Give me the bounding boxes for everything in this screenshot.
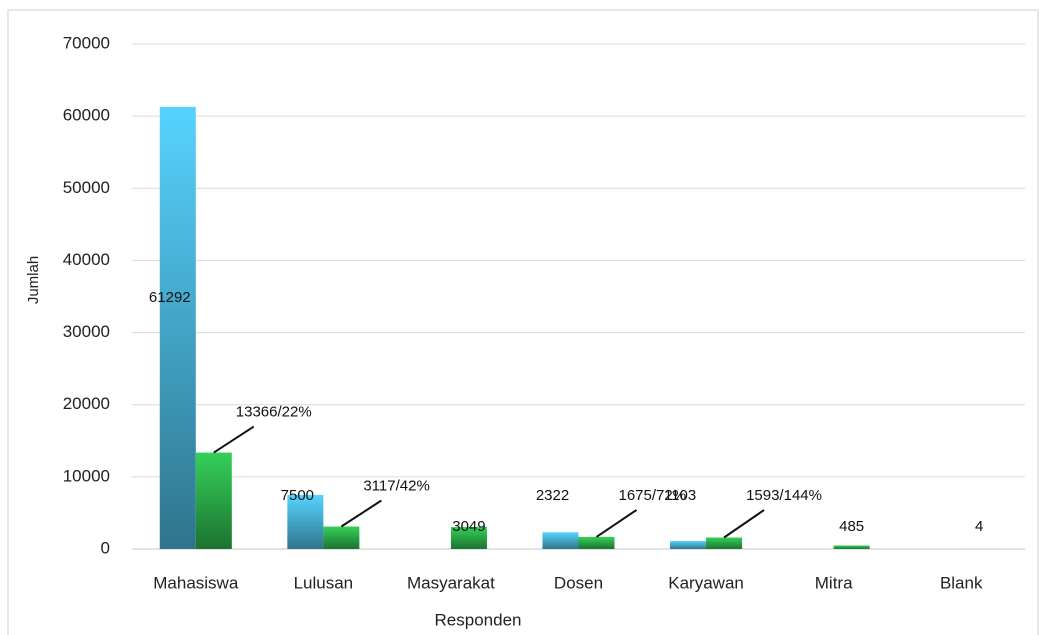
bar-shade — [195, 452, 232, 549]
bar-shade — [706, 537, 743, 549]
bar-shade — [833, 545, 870, 549]
bar-shade — [670, 541, 707, 549]
y-tick-label: 10000 — [63, 466, 110, 485]
data-label: 485 — [839, 518, 864, 535]
x-axis-label: Responden — [435, 610, 522, 629]
y-tick-label: 40000 — [63, 250, 110, 269]
bar-shade — [542, 532, 579, 549]
data-label: 1675/72% — [619, 487, 687, 504]
bar-shade — [323, 526, 360, 549]
y-tick-label: 50000 — [63, 178, 110, 197]
data-label: 61292 — [149, 289, 191, 306]
data-label: 3049 — [452, 518, 485, 535]
data-label: 1593/144% — [746, 487, 822, 504]
data-label: 2322 — [536, 487, 569, 504]
x-tick-label: Dosen — [554, 573, 603, 592]
chart-frame — [7, 9, 1039, 635]
y-tick-label: 20000 — [63, 394, 110, 413]
x-tick-label: Mitra — [815, 573, 853, 592]
x-tick-label: Mahasiswa — [153, 573, 239, 592]
y-axis-label: Jumlah — [25, 256, 42, 304]
bar-shade — [450, 527, 487, 549]
data-label: 3117/42% — [363, 477, 429, 494]
data-label: 13366/22% — [236, 404, 312, 421]
leader-line — [723, 509, 765, 539]
data-label: 7500 — [281, 487, 314, 504]
data-label: 4 — [975, 518, 983, 535]
leader-line — [595, 509, 638, 538]
data-label: 1103 — [664, 487, 696, 504]
bar-shade — [159, 106, 196, 550]
y-tick-label: 60000 — [63, 106, 110, 125]
x-tick-label: Lulusan — [294, 573, 354, 592]
leader-line — [213, 425, 255, 454]
leader-line — [340, 499, 382, 528]
bar-shade — [287, 494, 324, 549]
x-tick-label: Karyawan — [668, 573, 744, 592]
x-tick-label: Blank — [940, 573, 983, 592]
y-tick-label: 70000 — [63, 33, 110, 52]
bar-shade — [578, 536, 615, 549]
x-tick-label: Masyarakat — [407, 573, 495, 592]
y-tick-label: 0 — [101, 538, 110, 557]
y-tick-label: 30000 — [63, 322, 110, 341]
